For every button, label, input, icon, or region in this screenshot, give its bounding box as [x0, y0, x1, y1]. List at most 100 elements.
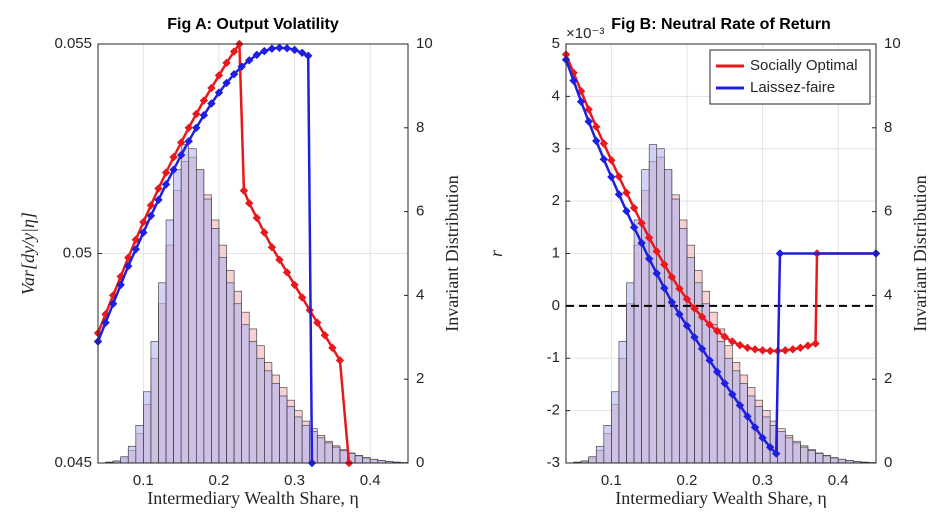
marker	[675, 284, 684, 293]
chart-title: Fig B: Neutral Rate of Return	[611, 16, 831, 33]
marker	[758, 346, 767, 355]
histogram-bar	[724, 357, 733, 464]
marker	[245, 199, 254, 208]
y2-tick-label: 10	[416, 35, 433, 52]
histogram-bar	[595, 445, 605, 464]
histogram-bar	[195, 169, 205, 464]
marker	[154, 184, 163, 193]
marker	[267, 44, 277, 53]
marker	[607, 172, 616, 182]
marker	[169, 165, 178, 174]
marker	[614, 172, 624, 181]
marker	[697, 312, 707, 322]
marker	[576, 86, 586, 96]
histogram-bar	[203, 198, 212, 464]
x-tick-label: 0.4	[360, 472, 381, 489]
marker	[690, 304, 699, 313]
marker	[184, 123, 193, 133]
axes-box	[97, 43, 409, 464]
x-tick-label: 0.4	[828, 472, 849, 489]
marker	[131, 235, 141, 244]
marker	[644, 233, 654, 242]
marker	[260, 46, 269, 56]
marker	[222, 58, 231, 68]
y-tick-label: 1	[552, 244, 560, 261]
marker	[222, 78, 231, 88]
histogram-bar	[603, 424, 612, 464]
histogram-bar	[135, 424, 144, 464]
marker	[713, 367, 722, 377]
subplot: 0.1 0.2 0.3 0.4 0.045 0.05 0.055 0 2 4 6 8 10 Fig A: …	[18, 16, 462, 508]
histogram-bar	[339, 450, 348, 464]
marker	[282, 43, 292, 53]
histogram-bar	[648, 144, 658, 464]
y-tick-label: 0.045	[54, 454, 92, 471]
marker	[146, 201, 156, 210]
marker	[758, 433, 767, 443]
histogram-bar	[588, 456, 597, 464]
marker	[237, 62, 246, 71]
marker	[660, 260, 669, 269]
marker	[116, 272, 125, 281]
chart-title: Fig A: Output Volatility	[167, 16, 339, 33]
marker	[252, 213, 261, 223]
marker	[584, 117, 593, 126]
histogram-bar	[369, 458, 379, 464]
marker	[771, 449, 781, 458]
marker	[811, 339, 820, 348]
marker	[622, 206, 631, 216]
marker	[592, 122, 601, 131]
marker	[614, 190, 624, 199]
marker	[139, 217, 148, 227]
marker	[252, 50, 261, 60]
histogram-bar	[792, 442, 801, 464]
marker	[116, 280, 125, 290]
histogram-bar	[679, 228, 688, 464]
marker	[275, 255, 284, 264]
y-tick-label: 3	[552, 140, 560, 157]
marker	[720, 332, 729, 341]
marker	[728, 390, 737, 399]
y2-tick-label: 0	[884, 454, 892, 471]
marker	[154, 195, 163, 205]
histogram-bar	[188, 148, 197, 464]
histogram-bar	[777, 431, 786, 464]
marker	[720, 379, 729, 388]
y-tick-label: -1	[547, 349, 560, 366]
histogram-bar	[362, 457, 371, 464]
marker	[569, 76, 578, 85]
marker	[743, 412, 752, 421]
histogram-bar	[264, 370, 273, 464]
y2-tick-label: 2	[416, 370, 424, 387]
marker	[705, 356, 714, 365]
marker	[637, 238, 646, 248]
marker	[239, 186, 249, 195]
marker	[576, 97, 586, 106]
marker	[320, 330, 330, 340]
y2-tick-label: 0	[416, 454, 424, 471]
marker	[735, 340, 745, 350]
histogram-bar	[158, 282, 167, 464]
histogram-bar	[301, 424, 311, 464]
marker	[803, 341, 813, 350]
marker	[652, 247, 661, 256]
marker	[629, 223, 639, 232]
marker	[207, 99, 216, 108]
legend: Socially Optimal Laissez-faire	[709, 49, 871, 105]
marker	[297, 48, 307, 58]
marker	[290, 45, 299, 55]
marker	[713, 326, 722, 336]
marker	[176, 138, 186, 147]
histogram-bar	[226, 282, 235, 464]
histogram-bar	[716, 341, 726, 464]
histogram-bar	[279, 395, 288, 464]
x-tick-label: 0.1	[133, 472, 154, 489]
histogram-bar	[641, 169, 650, 464]
histogram-bar	[686, 257, 695, 464]
marker	[192, 109, 201, 119]
marker	[207, 83, 216, 93]
y2-tick-label: 6	[884, 203, 892, 220]
marker	[765, 443, 775, 452]
marker	[184, 137, 193, 146]
